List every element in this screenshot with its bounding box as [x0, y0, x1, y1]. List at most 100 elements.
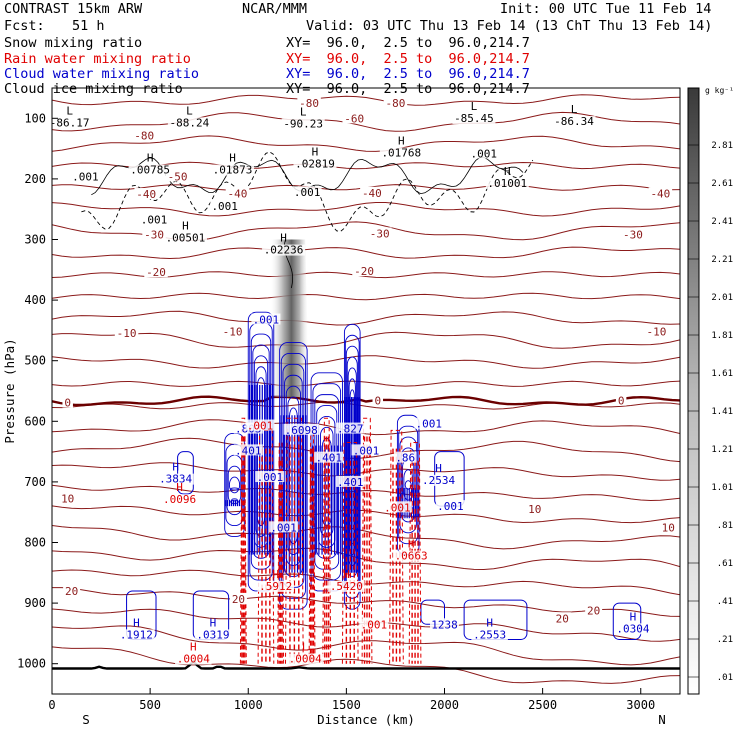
- max-min-mark: H: [176, 481, 183, 494]
- contour-value-label: .001: [416, 418, 443, 431]
- max-min-value-bg: [128, 164, 172, 176]
- temperature-label: -80: [299, 97, 319, 110]
- temperature-label-bg: [526, 503, 544, 515]
- colorbar-label: .41: [717, 597, 733, 607]
- temperature-label: -40: [362, 187, 382, 200]
- contour-value-label: .001: [253, 313, 280, 326]
- y-tick-label: 1000: [17, 657, 46, 671]
- y-tick-label: 900: [24, 596, 46, 610]
- temperature-label-bg: [142, 228, 166, 240]
- x-tick-label: 3000: [626, 698, 655, 712]
- max-min-value-bg: [167, 117, 211, 129]
- max-min-mark: H: [504, 165, 511, 178]
- max-min-mark: H: [272, 568, 279, 581]
- rain-water-contour: [408, 442, 422, 664]
- colorbar-label: 2.41: [711, 217, 733, 227]
- max-min-mark: H: [147, 152, 154, 165]
- temperature-label: 20: [65, 585, 78, 598]
- temperature-label: -40: [228, 187, 248, 200]
- field-snow-name: Snow mixing ratio: [4, 35, 143, 51]
- temperature-label: 20: [556, 612, 569, 625]
- max-min-value: .01001: [487, 177, 527, 190]
- contour-value-bg: [314, 451, 344, 463]
- temperature-label-bg: [165, 170, 190, 182]
- max-min-value: -86.17: [50, 116, 90, 129]
- max-min-value-bg: [452, 113, 496, 125]
- max-min-value-bg: [286, 653, 324, 665]
- cloud-water-contour: [231, 498, 238, 502]
- temperature-contour: [52, 419, 680, 436]
- max-min-value: .02819: [295, 158, 335, 171]
- max-min-value: -90.23: [283, 118, 323, 131]
- temperature-contour: [52, 380, 680, 387]
- forecast-hour: 51 h: [72, 18, 105, 34]
- max-min-value-bg: [161, 494, 198, 506]
- field-snow-xy: XY= 96.0, 2.5 to 96.0,214.7: [286, 35, 530, 51]
- max-min-value: .2534: [422, 474, 455, 487]
- max-min-mark: H: [486, 616, 493, 629]
- temperature-label-bg: [621, 228, 645, 240]
- colorbar-label: 1.81: [711, 331, 733, 341]
- max-min-mark: L: [186, 104, 193, 117]
- max-min-value-bg: [163, 232, 207, 244]
- contour-value-bg: [139, 213, 169, 225]
- temperature-label-bg: [220, 325, 245, 337]
- contour-value-bg: [335, 475, 365, 487]
- temperature-contour: [52, 135, 680, 152]
- x-tick-label: 2000: [430, 698, 459, 712]
- max-min-mark: H: [343, 568, 350, 581]
- contour-value-label: .401: [315, 452, 342, 465]
- y-tick-label: 200: [24, 172, 46, 186]
- temperature-contour: [52, 587, 680, 617]
- x-tick-label: 1500: [332, 698, 361, 712]
- temperature-label: -30: [370, 227, 390, 240]
- temperature-label-bg: [134, 188, 158, 200]
- temperature-label: 0: [374, 395, 381, 408]
- contour-value-label: .001: [270, 521, 297, 534]
- max-min-value: .0304: [616, 622, 649, 635]
- temperature-contour: [52, 525, 680, 550]
- temperature-label: -30: [623, 229, 643, 242]
- temperature-label: 0: [618, 395, 625, 408]
- max-min-mark: L: [300, 106, 307, 119]
- valid-time: Valid: 03 UTC Thu 13 Feb 14 (13 ChT Thu …: [306, 18, 713, 34]
- contour-value-bg: [359, 618, 389, 630]
- contour-value-bg: [245, 419, 275, 431]
- max-min-value-bg: [471, 629, 508, 641]
- max-min-value: .3834: [159, 473, 192, 486]
- cloud-water-cell: [612, 602, 642, 640]
- max-min-value-bg: [257, 580, 294, 592]
- contour-value-bg: [251, 313, 281, 325]
- max-min-mark: H: [133, 616, 140, 629]
- max-min-value-bg: [262, 244, 306, 256]
- contour-value-bg: [382, 501, 412, 513]
- field-ice-name: Cloud ice mixing ratio: [4, 81, 183, 97]
- contour-value-label: .86: [395, 452, 415, 465]
- cloud-water-contour: [287, 396, 300, 556]
- temperature-label-bg: [360, 186, 384, 198]
- temperature-label-bg: [225, 187, 250, 199]
- temperature-label-bg: [648, 187, 673, 199]
- contour-value-label: .001: [471, 147, 498, 160]
- max-min-value: .5912: [259, 580, 292, 593]
- max-min-mark: H: [210, 616, 217, 629]
- temperature-contour: [52, 484, 680, 502]
- cloud-water-contour: [348, 378, 356, 556]
- max-min-value: .0004: [177, 653, 210, 666]
- max-min-value: .01873: [213, 164, 253, 177]
- x-tick-label: 0: [48, 698, 55, 712]
- cloud-water-contour: [343, 323, 361, 610]
- temperature-contour: [52, 355, 680, 369]
- contour-value-label: .6098: [285, 424, 318, 437]
- colorbar-label: 1.01: [711, 483, 733, 493]
- temperature-label-bg: [615, 394, 627, 406]
- max-min-value: .02236: [264, 244, 304, 257]
- temperature-label: 10: [528, 503, 541, 516]
- temperature-contour: [52, 462, 680, 481]
- contour-value-label: 1238: [431, 618, 458, 631]
- max-min-mark: L: [471, 100, 478, 113]
- rain-water-contour: [361, 417, 373, 664]
- contour-value-label: .001: [141, 214, 168, 227]
- contour-value-bg: [394, 451, 417, 463]
